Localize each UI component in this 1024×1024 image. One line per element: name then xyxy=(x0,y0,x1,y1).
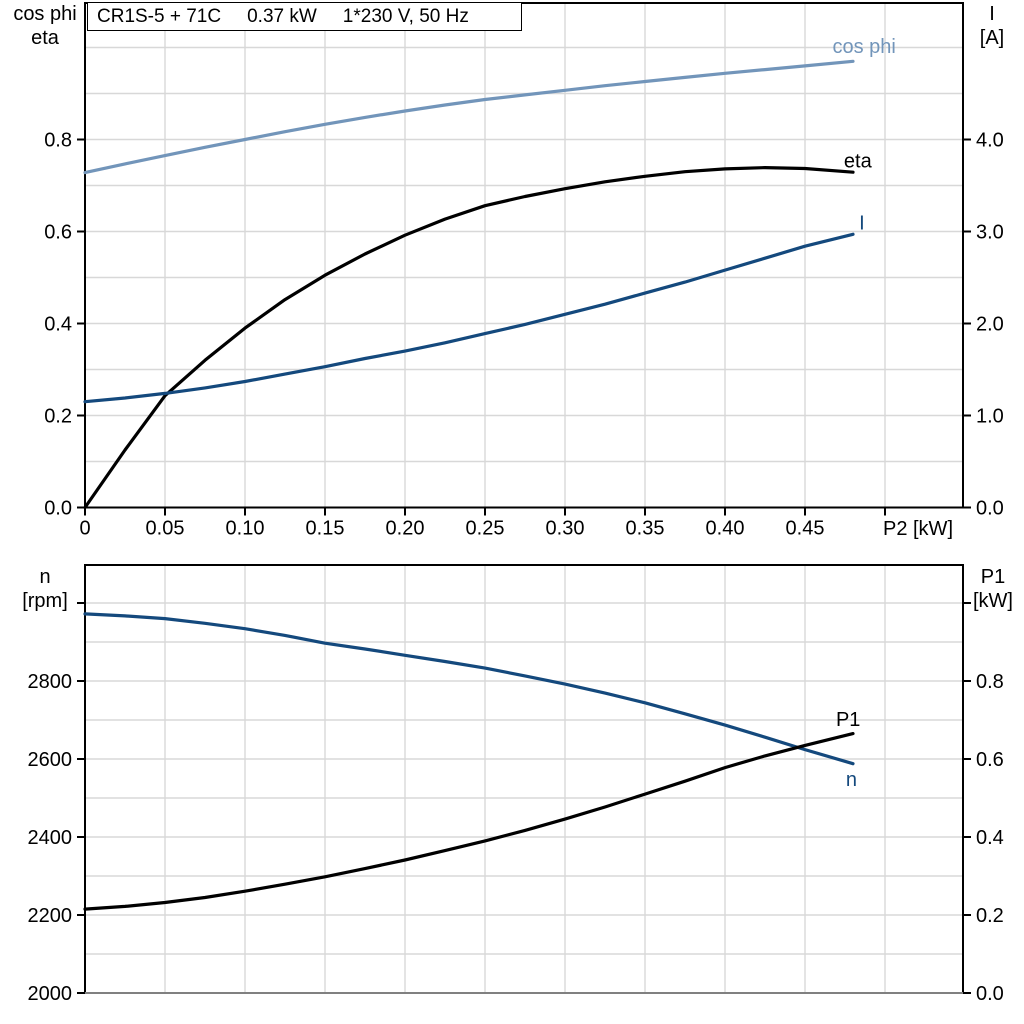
curve-p1 xyxy=(83,731,855,911)
axis-title-cos-phi: cos phi xyxy=(13,3,77,25)
x-axis-label-p2: P2 [kW] xyxy=(882,518,953,540)
tick-label-left: 0.4 xyxy=(44,314,72,336)
tick-label-right: 1.0 xyxy=(976,406,1004,428)
top-chart-left-axis-title: cos phi eta xyxy=(4,2,86,50)
chart-title-box: CR1S-5 + 71C 0.37 kW 1*230 V, 50 Hz xyxy=(87,2,522,31)
pump-model-label: CR1S-5 + 71C xyxy=(97,5,222,27)
curve-i xyxy=(83,232,855,404)
tick-label-left: 2000 xyxy=(28,983,73,1005)
curve-cos-phi xyxy=(83,59,855,175)
voltage-frequency-label: 1*230 V, 50 Hz xyxy=(342,5,469,27)
curve-n xyxy=(83,612,855,766)
tick-label-bottom: 0 xyxy=(79,518,90,540)
curve-eta xyxy=(83,166,855,510)
tick-label-bottom: 0.05 xyxy=(146,518,185,540)
tick-label-right: 3.0 xyxy=(976,222,1004,244)
tick-label-right: 0.0 xyxy=(976,498,1004,520)
tick-label-left: 2400 xyxy=(28,827,73,849)
tick-label-left: 0.6 xyxy=(44,222,72,244)
tick-label-right: 0.4 xyxy=(976,827,1004,849)
tick-label-bottom: 0.10 xyxy=(226,518,265,540)
tick-label-right: 2.0 xyxy=(976,314,1004,336)
axis-title-speed-unit: [rpm] xyxy=(22,590,68,612)
tick-label-right: 0.8 xyxy=(976,671,1004,693)
tick-label-left: 0.8 xyxy=(44,130,72,152)
tick-label-left: 2800 xyxy=(28,671,73,693)
tick-label-bottom: 0.20 xyxy=(386,518,425,540)
tick-label-bottom: 0.45 xyxy=(786,518,825,540)
tick-label-bottom: 0.30 xyxy=(546,518,585,540)
tick-label-left: 2200 xyxy=(28,905,73,927)
tick-label-bottom: 0.35 xyxy=(626,518,665,540)
tick-label-right: 0.0 xyxy=(976,983,1004,1005)
motor-power-label: 0.37 kW xyxy=(247,5,317,27)
axis-title-eta: eta xyxy=(31,27,59,49)
bottom-chart-right-axis-title: P1 [kW] xyxy=(964,565,1022,613)
curve-label-i: I xyxy=(859,212,865,234)
tick-label-right: 0.6 xyxy=(976,749,1004,771)
top-chart-right-axis-title: I [A] xyxy=(964,2,1020,50)
tick-label-bottom: 0.25 xyxy=(466,518,505,540)
tick-label-right: 4.0 xyxy=(976,130,1004,152)
curve-label-eta: eta xyxy=(844,151,873,173)
tick-label-bottom: 0.15 xyxy=(306,518,345,540)
axis-title-current: I xyxy=(989,3,995,25)
axis-title-p1-unit: [kW] xyxy=(973,590,1013,612)
tick-label-left: 0.0 xyxy=(44,498,72,520)
curve-label-n: n xyxy=(846,769,857,791)
tick-label-left: 0.2 xyxy=(44,406,72,428)
tick-label-right: 0.2 xyxy=(976,905,1004,927)
axis-title-p1: P1 xyxy=(980,566,1006,588)
curve-label-p1: P1 xyxy=(836,709,860,731)
tick-label-bottom: 0.40 xyxy=(706,518,745,540)
curve-label-cos-phi: cos phi xyxy=(833,36,896,58)
tick-label-left: 2600 xyxy=(28,749,73,771)
bottom-chart-left-axis-title: n [rpm] xyxy=(12,565,78,613)
axis-title-current-unit: [A] xyxy=(979,27,1005,49)
axis-title-speed: n xyxy=(39,566,51,588)
